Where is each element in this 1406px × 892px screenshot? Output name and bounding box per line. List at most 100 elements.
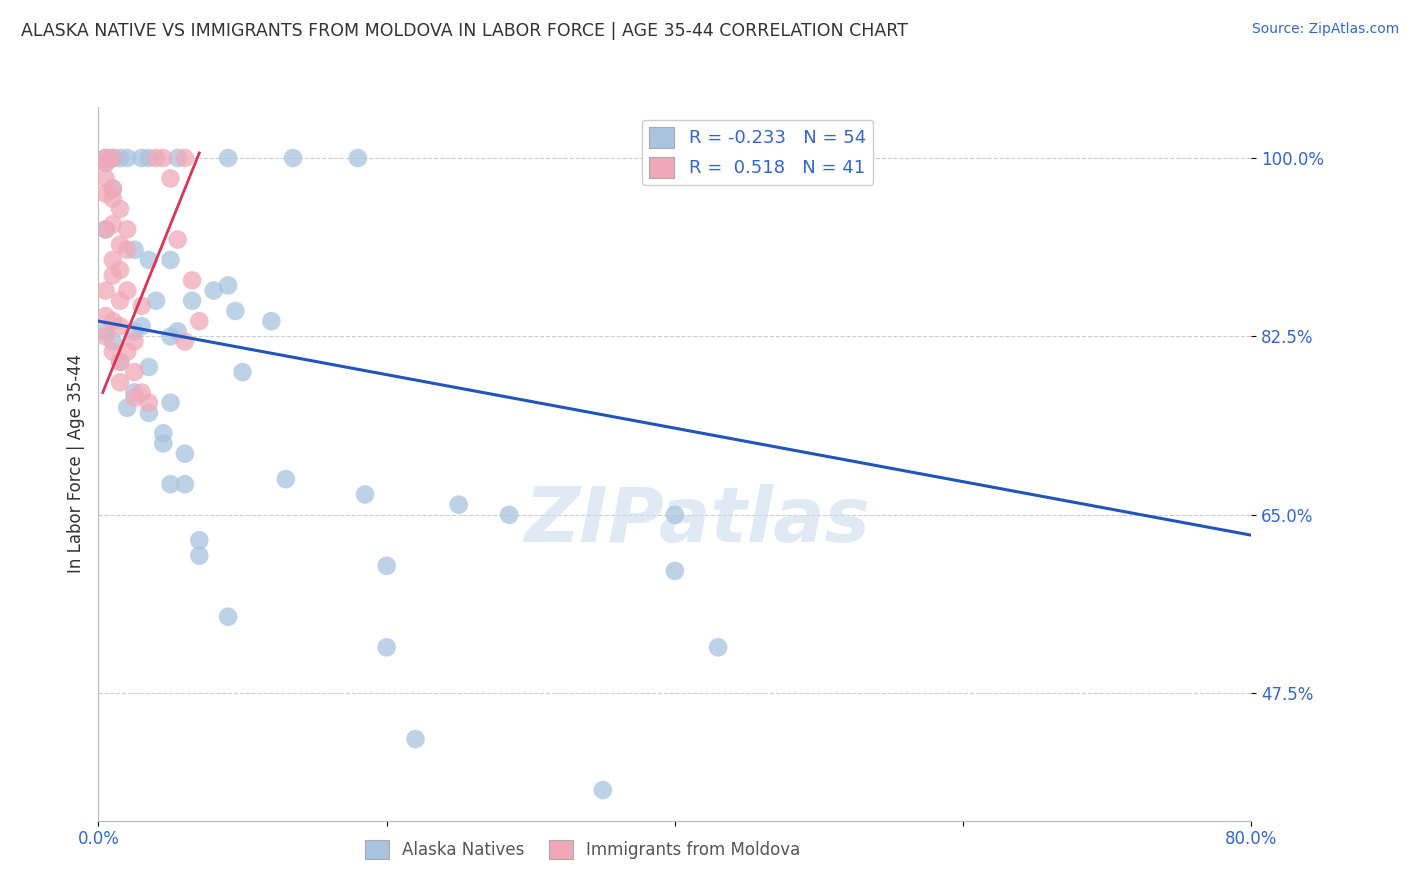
- Point: [117, 401, 138, 415]
- Point: [124, 365, 146, 379]
- Point: [108, 151, 131, 165]
- Point: [174, 477, 197, 491]
- Point: [108, 293, 131, 308]
- Point: [108, 263, 131, 277]
- Point: [94, 329, 117, 343]
- Point: [188, 314, 211, 328]
- Point: [124, 324, 146, 338]
- Point: [498, 508, 520, 522]
- Point: [188, 533, 211, 548]
- Point: [94, 171, 117, 186]
- Point: [101, 314, 124, 328]
- Point: [274, 472, 297, 486]
- Point: [354, 487, 377, 501]
- Legend: Alaska Natives, Immigrants from Moldova: Alaska Natives, Immigrants from Moldova: [359, 833, 807, 866]
- Point: [217, 609, 239, 624]
- Point: [231, 365, 254, 379]
- Point: [101, 344, 124, 359]
- Point: [94, 156, 117, 170]
- Point: [707, 640, 730, 655]
- Point: [217, 151, 239, 165]
- Point: [138, 406, 160, 420]
- Point: [101, 181, 124, 195]
- Point: [101, 252, 124, 267]
- Point: [152, 436, 174, 450]
- Point: [108, 237, 131, 252]
- Point: [159, 477, 181, 491]
- Point: [202, 284, 225, 298]
- Point: [117, 222, 138, 236]
- Point: [94, 309, 117, 323]
- Point: [101, 217, 124, 231]
- Point: [117, 243, 138, 257]
- Point: [94, 324, 117, 338]
- Point: [101, 334, 124, 349]
- Point: [131, 299, 153, 313]
- Point: [166, 151, 188, 165]
- Point: [664, 508, 686, 522]
- Point: [152, 426, 174, 441]
- Y-axis label: In Labor Force | Age 35-44: In Labor Force | Age 35-44: [66, 354, 84, 574]
- Point: [181, 273, 204, 287]
- Point: [124, 391, 146, 405]
- Point: [664, 564, 686, 578]
- Text: ZIPatlas: ZIPatlas: [524, 484, 870, 558]
- Point: [405, 732, 427, 747]
- Point: [108, 319, 131, 334]
- Point: [94, 222, 117, 236]
- Point: [224, 304, 246, 318]
- Point: [159, 252, 181, 267]
- Text: ALASKA NATIVE VS IMMIGRANTS FROM MOLDOVA IN LABOR FORCE | AGE 35-44 CORRELATION : ALASKA NATIVE VS IMMIGRANTS FROM MOLDOVA…: [21, 22, 908, 40]
- Point: [124, 243, 146, 257]
- Point: [188, 549, 211, 563]
- Point: [108, 202, 131, 216]
- Point: [181, 293, 204, 308]
- Point: [138, 252, 160, 267]
- Point: [260, 314, 283, 328]
- Point: [101, 268, 124, 283]
- Point: [447, 498, 470, 512]
- Point: [131, 385, 153, 400]
- Point: [101, 192, 124, 206]
- Point: [117, 344, 138, 359]
- Point: [131, 151, 153, 165]
- Point: [375, 640, 398, 655]
- Point: [217, 278, 239, 293]
- Point: [101, 181, 124, 195]
- Point: [159, 395, 181, 409]
- Point: [138, 395, 160, 409]
- Point: [94, 222, 117, 236]
- Point: [108, 355, 131, 369]
- Point: [131, 319, 153, 334]
- Point: [138, 151, 160, 165]
- Point: [94, 156, 117, 170]
- Point: [159, 171, 181, 186]
- Point: [138, 359, 160, 374]
- Point: [94, 151, 117, 165]
- Point: [145, 293, 167, 308]
- Point: [94, 186, 117, 201]
- Point: [124, 334, 146, 349]
- Point: [145, 151, 167, 165]
- Point: [101, 151, 124, 165]
- Point: [592, 783, 614, 797]
- Text: Source: ZipAtlas.com: Source: ZipAtlas.com: [1251, 22, 1399, 37]
- Point: [117, 151, 138, 165]
- Point: [108, 376, 131, 390]
- Point: [166, 324, 188, 338]
- Point: [124, 385, 146, 400]
- Point: [281, 151, 304, 165]
- Point: [94, 284, 117, 298]
- Point: [346, 151, 368, 165]
- Point: [174, 447, 197, 461]
- Point: [108, 355, 131, 369]
- Point: [174, 334, 197, 349]
- Point: [101, 151, 124, 165]
- Point: [94, 151, 117, 165]
- Point: [152, 151, 174, 165]
- Point: [117, 284, 138, 298]
- Point: [375, 558, 398, 573]
- Point: [166, 233, 188, 247]
- Point: [174, 151, 197, 165]
- Point: [159, 329, 181, 343]
